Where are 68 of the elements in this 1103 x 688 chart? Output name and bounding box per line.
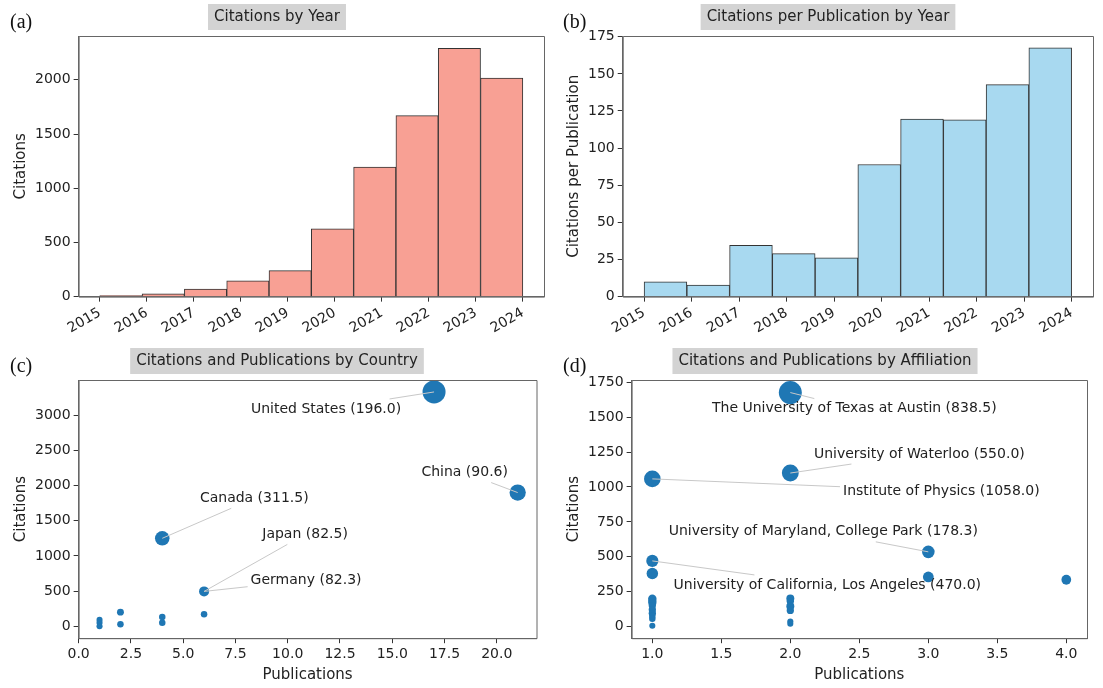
text: (a) — [10, 10, 33, 33]
x-tick-label: 12.5 — [324, 645, 356, 662]
text: (d) — [563, 354, 587, 377]
annotation: The University of Texas at Austin (838.5) — [711, 399, 997, 416]
y-tick-label: 0 — [61, 287, 71, 304]
x-axis-title: Publications — [814, 664, 905, 683]
annotation: Germany (82.3) — [250, 571, 362, 588]
x-tick-label: 2.5 — [119, 645, 143, 662]
y-tick-label: 75 — [596, 175, 615, 192]
y-tick-label: 1000 — [587, 477, 624, 494]
x-tick-label: 1.0 — [641, 645, 664, 662]
x-tick-label: 2.5 — [848, 645, 871, 662]
y-tick-label: 1750 — [587, 373, 624, 390]
y-tick-label: 100 — [587, 138, 615, 155]
x-tick-label: 3.0 — [917, 645, 940, 662]
y-tick-label: 500 — [596, 547, 624, 564]
y-tick-label: 125 — [587, 101, 615, 118]
x-tick-label: 0.0 — [67, 645, 90, 662]
y-tick-label: 0 — [61, 616, 71, 633]
y-tick-label: 1500 — [34, 124, 71, 141]
y-axis-title: Citations per Publication — [563, 74, 582, 258]
y-tick-label: 1500 — [34, 511, 71, 528]
x-tick-label: 1.5 — [710, 645, 733, 662]
annotation: Institute of Physics (1058.0) — [842, 481, 1040, 498]
text: (b) — [563, 10, 587, 33]
chart-title: Citations and Publications by Country — [136, 350, 418, 369]
y-tick-label: 1000 — [34, 178, 71, 195]
y-axis-title: Citations — [10, 133, 29, 200]
chart-title: Citations and Publications by Affiliation — [678, 350, 972, 369]
x-tick-label: 5.0 — [172, 645, 195, 662]
x-tick-label: 10.0 — [272, 645, 304, 662]
x-tick-label: 7.5 — [224, 645, 247, 662]
chart-title: Citations by Year — [214, 6, 341, 25]
y-tick-label: 25 — [596, 250, 615, 267]
annotation: United States (196.0) — [250, 399, 402, 416]
x-tick-label: 4.0 — [1055, 645, 1078, 662]
annotation: Canada (311.5) — [199, 488, 309, 505]
y-axis-title: Citations — [10, 475, 29, 543]
y-tick-label: 50 — [596, 213, 615, 230]
y-tick-label: 150 — [587, 64, 615, 81]
y-tick-label: 2000 — [34, 476, 71, 493]
annotation: University of California, Los Angeles (470.0) — [673, 575, 982, 592]
y-tick-label: 0 — [614, 617, 624, 634]
y-tick-label: 2000 — [34, 70, 71, 87]
x-tick-label: 15.0 — [376, 645, 408, 662]
y-tick-label: 1000 — [34, 546, 71, 563]
y-tick-label: 500 — [43, 581, 71, 598]
chart-title: Citations per Publication by Year — [706, 6, 951, 25]
annotation: China (90.6) — [421, 463, 508, 480]
text: (c) — [10, 354, 33, 377]
annotation: Japan (82.5) — [261, 525, 348, 542]
x-tick-label: 20.0 — [481, 645, 513, 662]
annotation: University of Waterloo (550.0) — [813, 444, 1025, 461]
y-tick-label: 175 — [587, 27, 615, 44]
y-tick-label: 500 — [43, 233, 71, 250]
y-tick-label: 750 — [596, 512, 624, 529]
y-axis-title: Citations — [563, 475, 582, 543]
x-tick-label: 3.5 — [986, 645, 1009, 662]
y-tick-label: 2500 — [34, 440, 71, 457]
annotation: University of Maryland, College Park (178.3) — [668, 522, 978, 539]
y-tick-label: 1500 — [587, 407, 624, 424]
x-axis-title: Publications — [262, 664, 353, 683]
y-tick-label: 0 — [605, 287, 615, 304]
y-tick-label: 250 — [596, 582, 624, 599]
y-tick-label: 3000 — [34, 405, 71, 422]
x-tick-label: 17.5 — [428, 645, 461, 662]
x-tick-label: 2.0 — [779, 645, 802, 662]
y-tick-label: 1250 — [587, 442, 624, 459]
